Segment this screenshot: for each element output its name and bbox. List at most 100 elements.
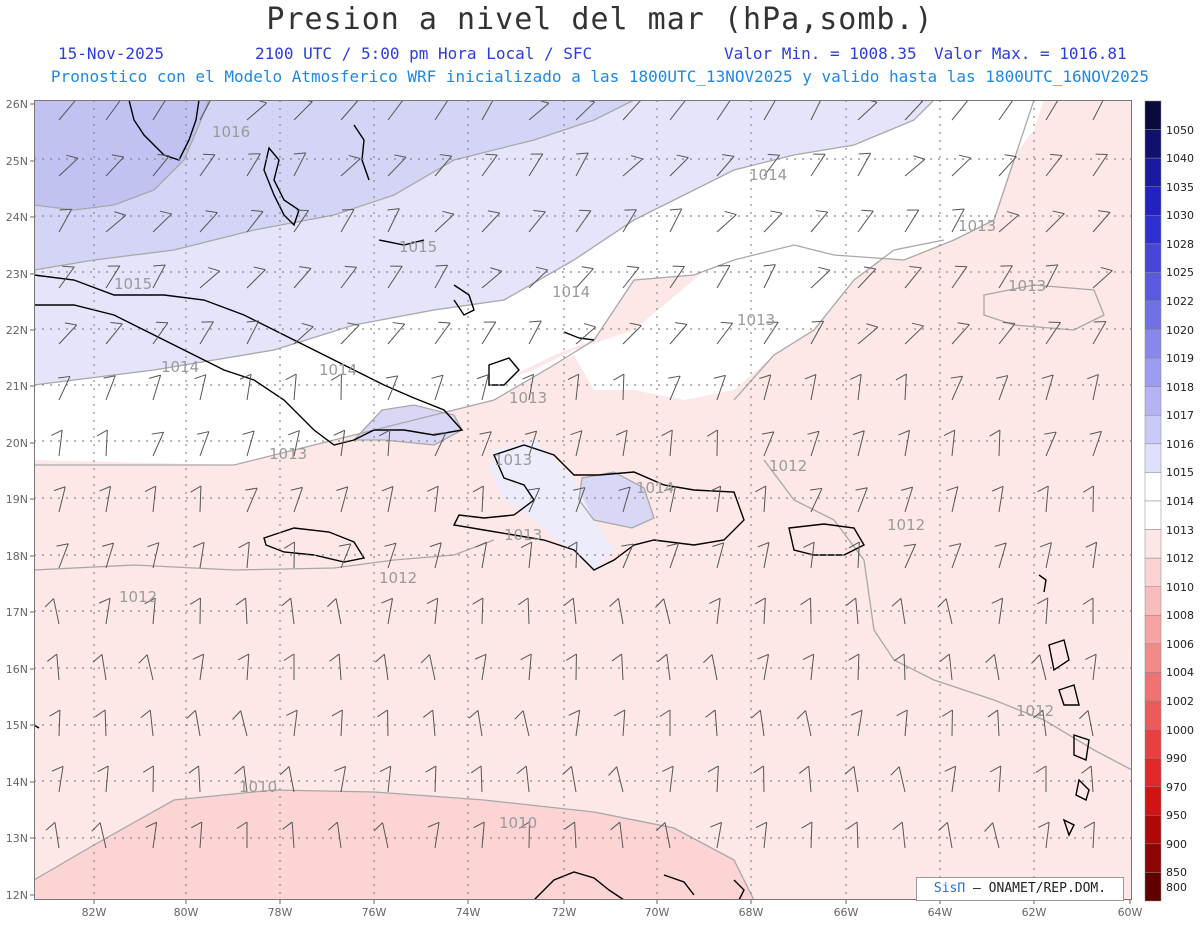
wind-barb-flag <box>385 375 398 379</box>
wind-barb-flag <box>755 821 767 828</box>
wind-barb-flag <box>614 709 626 717</box>
wind-barb-flag <box>1082 485 1094 493</box>
wind-barb-flag <box>952 208 965 211</box>
wind-barb-flag <box>434 431 447 435</box>
sispi-logo: SisΠ <box>933 881 966 896</box>
wind-barb-staff <box>528 211 546 233</box>
lat-label: 14N <box>6 776 28 789</box>
wind-barb-flag <box>234 765 245 775</box>
wind-barb-flag <box>253 266 266 271</box>
wind-barb-staff <box>763 542 770 569</box>
wind-barb-flag <box>803 541 815 548</box>
wind-barb-staff <box>810 269 831 289</box>
legend-value: 950 <box>1166 809 1187 823</box>
wind-barb-staff <box>246 211 264 233</box>
wind-barb-staff <box>856 821 859 849</box>
wind-barb-staff <box>246 430 255 457</box>
wind-barb-staff <box>434 486 439 513</box>
wind-barb-flag <box>138 654 148 664</box>
lat-label: 13N <box>6 832 28 845</box>
wind-barb-flag <box>903 543 916 547</box>
wind-barb-flag <box>520 653 532 661</box>
legend-value: 1020 <box>1166 323 1194 337</box>
wind-barb-flag <box>987 709 998 718</box>
wind-barb-staff <box>1092 374 1099 401</box>
wind-barb-flag <box>858 152 871 155</box>
wind-barb-staff <box>387 486 394 513</box>
wind-barb-staff <box>810 542 815 569</box>
wind-barb-staff <box>198 766 201 793</box>
wind-barb-flag <box>236 821 248 829</box>
puerto-rico-coast <box>788 523 865 556</box>
legend-swatch <box>1144 586 1162 616</box>
wind-barb-staff <box>340 100 359 121</box>
wind-barb-staff <box>763 212 783 233</box>
wind-barb-flag <box>144 597 156 605</box>
wind-barb-staff <box>716 265 731 289</box>
wind-barb-flag <box>1037 485 1049 493</box>
wind-barb-staff <box>105 486 112 513</box>
wind-barb-flag <box>668 375 681 379</box>
wind-barb-flag <box>516 765 527 775</box>
wind-barb-staff <box>810 654 815 681</box>
wind-barb-staff <box>716 156 735 177</box>
wind-barb-flag <box>435 264 448 267</box>
wind-barb-flag <box>709 485 721 492</box>
legend-value: 1002 <box>1166 695 1194 708</box>
wind-barb-flag <box>535 266 548 271</box>
legend-swatch <box>1144 529 1162 559</box>
wind-barb-flag <box>377 709 388 718</box>
lat-label: 25N <box>6 155 28 168</box>
wind-barb-flag <box>476 374 489 380</box>
wind-barb-flag <box>533 209 546 213</box>
wind-barb-staff <box>951 324 970 345</box>
wind-barb-flag <box>767 153 780 156</box>
legend-swatch <box>1144 243 1162 273</box>
wind-barb-staff <box>58 209 73 233</box>
wind-barb-flag <box>232 710 242 720</box>
wind-barb-staff <box>575 210 592 233</box>
wind-barb-flag <box>103 375 116 379</box>
lon-label: 80W <box>174 906 199 919</box>
wind-barb-flag <box>473 821 485 829</box>
wind-barb-flag <box>1081 765 1092 774</box>
wind-barb-staff <box>240 710 248 737</box>
wind-barb-staff <box>669 100 687 121</box>
wind-barb-staff <box>951 543 962 569</box>
wind-barb-staff <box>622 373 625 401</box>
wind-barb-staff <box>199 374 207 401</box>
wind-barb-flag <box>655 598 665 608</box>
wind-barb-flag <box>1050 153 1063 157</box>
wind-barb-flag <box>44 598 54 608</box>
wind-barb-flag <box>188 765 199 774</box>
lat-label: 18N <box>6 550 28 563</box>
wind-barb-flag <box>1093 320 1107 323</box>
wind-barb-staff <box>1045 598 1049 625</box>
lat-label: 17N <box>6 606 28 619</box>
pressure-map: 1016 1015 1015 1014 1014 1014 1014 1013 … <box>34 100 1132 900</box>
wind-barb-flag <box>64 322 77 326</box>
wind-barb-flag <box>1044 431 1057 435</box>
wind-barb-flag <box>330 373 342 381</box>
legend-swatch <box>1144 843 1162 873</box>
wind-barb-flag <box>811 320 824 323</box>
wind-barb-staff <box>54 822 60 849</box>
wind-barb-staff <box>763 374 772 401</box>
wind-barb-flag <box>338 543 351 547</box>
wind-barb-staff <box>199 154 216 177</box>
wind-barb-staff <box>387 323 406 345</box>
wind-barb-flag <box>327 821 338 831</box>
wind-barb-flag <box>194 374 207 380</box>
wind-barb-staff <box>199 485 202 513</box>
wind-barb-flag <box>852 430 865 436</box>
contour-labels: 1016 1015 1015 1014 1014 1014 1014 1013 … <box>114 123 1054 832</box>
wind-barb-flag <box>142 765 154 773</box>
wind-barb-staff <box>387 375 399 401</box>
wind-barb-flag <box>431 374 444 379</box>
wind-barb-staff <box>716 598 721 625</box>
wind-barb-flag <box>573 487 586 491</box>
wind-barb-flag <box>192 541 205 548</box>
wind-barb-staff <box>1045 100 1059 121</box>
wind-barb-flag <box>564 821 575 830</box>
wind-barb-staff <box>434 375 444 401</box>
